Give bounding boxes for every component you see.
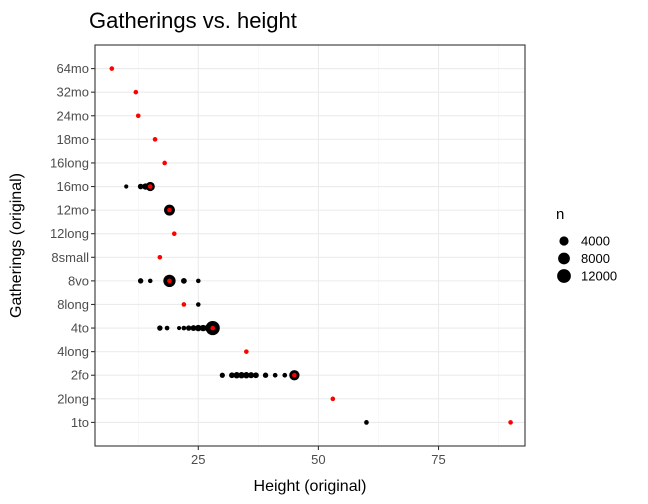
data-point-reference — [167, 278, 172, 284]
data-point-reference — [147, 184, 153, 189]
data-point-count — [229, 372, 235, 379]
y-tick-label: 1to — [71, 415, 89, 430]
y-tick-label: 24mo — [56, 108, 89, 123]
data-point-count — [243, 372, 250, 379]
data-point-reference — [109, 66, 115, 71]
data-point-count — [181, 325, 187, 331]
data-point-count — [195, 324, 202, 332]
data-point-reference — [152, 137, 158, 142]
y-tick-label: 2long — [57, 391, 89, 406]
data-point-count — [282, 372, 288, 378]
data-point-count — [196, 278, 201, 284]
major-gridlines — [95, 45, 525, 446]
y-tick-label: 4long — [57, 344, 89, 359]
minor-gridlines — [137, 45, 499, 446]
y-tick-label: 32mo — [56, 85, 89, 100]
legend-label: 4000 — [581, 234, 610, 249]
data-point-reference — [162, 160, 167, 166]
data-point-reference — [210, 325, 216, 331]
data-point-count — [176, 325, 182, 331]
y-tick-label: 8long — [57, 297, 89, 312]
data-point-reference — [244, 349, 249, 354]
y-tick-label: 8vo — [68, 273, 89, 288]
x-axis: 25 50 75 — [191, 446, 446, 467]
x-axis-title: Height (original) — [254, 478, 367, 495]
data-point-reference — [508, 420, 513, 425]
legend-key-circle — [559, 236, 569, 246]
data-point-count — [137, 183, 144, 190]
y-tick-label: 8small — [51, 250, 89, 265]
legend-key-circle — [558, 252, 570, 265]
data-points — [109, 66, 513, 425]
data-point-reference — [330, 396, 336, 402]
data-point-count — [272, 372, 278, 378]
data-point-count — [180, 277, 187, 284]
legend-label: 12000 — [581, 269, 617, 284]
data-point-count — [219, 372, 225, 378]
y-axis-title: Gatherings (original) — [8, 173, 25, 318]
plot-panel — [94, 44, 526, 447]
chart-title: Gatherings vs. height — [89, 8, 297, 33]
y-tick-label: 4to — [71, 321, 89, 336]
data-point-reference — [292, 372, 297, 378]
data-point-count — [253, 372, 259, 379]
y-axis: 1to 2long 2fo 4long 4to 8long 8vo 8small 12long 1… — [50, 61, 95, 430]
size-legend: n 4000 8000 12000 — [556, 206, 617, 284]
y-tick-label: 12long — [50, 226, 89, 241]
data-point-reference — [171, 231, 177, 237]
data-point-count — [199, 324, 207, 332]
data-point-count — [233, 372, 240, 379]
data-point-count — [248, 372, 255, 379]
y-tick-label: 16mo — [56, 179, 89, 194]
data-point-count — [190, 325, 197, 332]
x-tick-label: 50 — [311, 452, 325, 467]
y-tick-label: 18mo — [56, 132, 89, 147]
y-tick-label: 12mo — [56, 203, 89, 218]
data-point-count — [147, 278, 153, 284]
data-point-reference — [133, 89, 139, 95]
data-point-count — [185, 325, 192, 331]
data-point-count — [196, 302, 201, 307]
legend-label: 8000 — [581, 251, 610, 266]
y-tick-label: 64mo — [56, 61, 89, 76]
data-point-reference — [181, 302, 187, 307]
legend-title: n — [556, 206, 564, 223]
panel-border — [94, 44, 526, 447]
data-point-reference — [167, 207, 172, 213]
data-point-count — [364, 420, 369, 425]
x-tick-label: 75 — [431, 452, 445, 467]
legend-key-circle — [557, 269, 571, 283]
data-point-count — [157, 325, 163, 331]
data-point-reference — [157, 254, 163, 260]
data-point-count — [137, 278, 144, 284]
y-tick-label: 2fo — [71, 368, 89, 383]
x-tick-label: 25 — [191, 452, 205, 467]
y-tick-label: 16long — [50, 155, 89, 170]
data-point-count — [164, 325, 170, 331]
data-point-count — [262, 372, 269, 378]
data-point-count — [238, 372, 245, 379]
data-point-count — [124, 184, 129, 189]
data-point-reference — [135, 113, 141, 119]
